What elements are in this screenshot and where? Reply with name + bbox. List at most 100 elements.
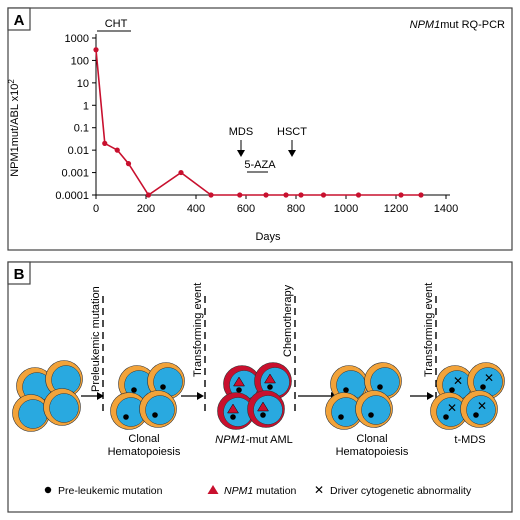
y-axis-label-main: NPM1mut/ABL x10	[9, 84, 21, 177]
y-tick-label: 10	[77, 78, 89, 90]
cells-clonal-2	[325, 362, 402, 430]
y-tick-label: 0.0001	[55, 190, 89, 202]
panel-b: B Preleukemic mutation Transforming even…	[7, 261, 513, 513]
preleukemic-mutation-dot	[480, 384, 486, 390]
legend-npm1-label: NPM1 mutation	[224, 485, 297, 497]
data-point	[320, 192, 327, 198]
x-tick-label: 0	[93, 203, 99, 215]
data-point	[114, 147, 120, 153]
preleukemic-mutation-dot	[449, 387, 455, 393]
cells-t-mds: ✕ ✕ ✕ ✕	[430, 362, 505, 430]
hsct-label: HSCT	[277, 126, 307, 138]
data-point	[93, 47, 99, 53]
x-tick-label: 400	[187, 203, 205, 215]
cell-groups: ✕ ✕ ✕ ✕	[12, 360, 505, 432]
legend-driver-label: Driver cytogenetic abnormality	[330, 485, 472, 497]
driver-abnormality-cross: ✕	[484, 371, 494, 385]
data-point	[355, 192, 362, 198]
y-tick-label: 0.01	[68, 145, 89, 157]
preleukemic-mutation-dot	[152, 412, 158, 418]
arrow-4-head	[427, 392, 434, 400]
hsct-arrow-head	[288, 150, 296, 157]
x-tick-label: 1000	[334, 203, 358, 215]
cell: ✕	[460, 390, 498, 428]
label-preleukemic-mutation: Preleukemic mutation	[90, 286, 102, 392]
aza-label: 5-AZA	[244, 159, 276, 171]
series-line	[95, 49, 421, 197]
stage-clonal-2-line-2: Hematopoiesis	[336, 446, 409, 458]
arrow-1-head	[97, 392, 104, 400]
panel-a-title-rest: mut RQ-PCR	[440, 19, 505, 31]
npm1-mutation-triangle	[227, 403, 239, 414]
panel-b-label-box	[7, 261, 31, 285]
data-point	[398, 192, 404, 198]
label-transforming-event-1: Transforming event	[192, 283, 204, 377]
preleukemic-mutation-dot	[443, 414, 449, 420]
preleukemic-mutation-dot	[123, 414, 129, 420]
cell-nucleus	[145, 395, 175, 425]
panel-b-letter: B	[14, 266, 25, 283]
mds-label: MDS	[229, 126, 253, 138]
preleukemic-mutation-dot	[338, 414, 344, 420]
stage-clonal-2-line-1: Clonal	[356, 433, 387, 445]
preleukemic-mutation-dot	[368, 412, 374, 418]
x-tick-label: 1200	[384, 203, 408, 215]
cell	[364, 362, 402, 400]
cell-nucleus	[18, 399, 48, 429]
y-tick-label: 1	[83, 100, 89, 112]
x-tick-label: 600	[237, 203, 255, 215]
cell	[43, 388, 81, 426]
preleukemic-mutation-dot	[377, 384, 383, 390]
legend-triangle-marker	[207, 485, 219, 494]
panel-a-letter: A	[14, 12, 25, 29]
stage-clonal-1-line-2: Hematopoiesis	[108, 446, 181, 458]
data-point	[178, 169, 184, 176]
legend-npm1-rest: mutation	[253, 485, 296, 497]
data-point	[145, 192, 152, 198]
stage-npm1-aml-gene: NPM1	[215, 434, 246, 446]
x-tick-label: 800	[287, 203, 305, 215]
cell-nucleus	[49, 393, 79, 423]
cell	[247, 390, 285, 428]
npm1-mutation-triangle	[257, 401, 269, 412]
label-chemotherapy: Chemotherapy	[282, 284, 294, 357]
legend-dot-marker	[44, 486, 52, 494]
label-transforming-event-2: Transforming event	[423, 283, 435, 377]
preleukemic-mutation-dot	[160, 384, 166, 390]
x-tick-label: 1400	[434, 203, 458, 215]
y-axis-label: NPM1mut/ABL x102	[7, 79, 21, 177]
preleukemic-mutation-dot	[343, 387, 349, 393]
mds-arrow-head	[237, 150, 245, 157]
data-point	[237, 192, 243, 198]
cell: ✕	[430, 392, 468, 430]
y-tick-label: 0.001	[61, 168, 89, 180]
cell	[217, 392, 255, 430]
driver-abnormality-cross: ✕	[453, 374, 463, 388]
legend-cross-marker: ✕	[314, 483, 324, 497]
panel-a: A NPM1mut RQ-PCR NPM1mut/ABL x102 Days 1…	[7, 7, 513, 251]
arrow-2-head	[197, 392, 204, 400]
panel-a-label-box	[7, 7, 31, 31]
cell	[254, 362, 292, 400]
cell-nucleus	[361, 395, 391, 425]
data-point	[418, 192, 424, 198]
cells-npm1-aml	[217, 362, 292, 430]
stage-npm1-aml: NPM1-mut AML	[215, 434, 293, 446]
cht-label: CHT	[105, 18, 128, 30]
preleukemic-mutation-dot	[260, 412, 266, 418]
cell	[45, 360, 83, 398]
legend: Pre-leukemic mutation NPM1 mutation ✕ Dr…	[44, 483, 472, 497]
y-tick-label: 100	[71, 55, 89, 67]
y-axis-label-sup: 2	[7, 79, 16, 84]
panel-b-border	[7, 261, 513, 513]
cell-nucleus	[466, 395, 496, 425]
preleukemic-mutation-dot	[473, 412, 479, 418]
npm1-mutation-triangle	[264, 373, 276, 384]
data-point	[102, 140, 108, 146]
data-point	[298, 192, 304, 198]
data-point	[283, 192, 289, 198]
driver-abnormality-cross: ✕	[447, 401, 457, 415]
preleukemic-mutation-dot	[131, 387, 137, 393]
cell	[110, 392, 148, 430]
